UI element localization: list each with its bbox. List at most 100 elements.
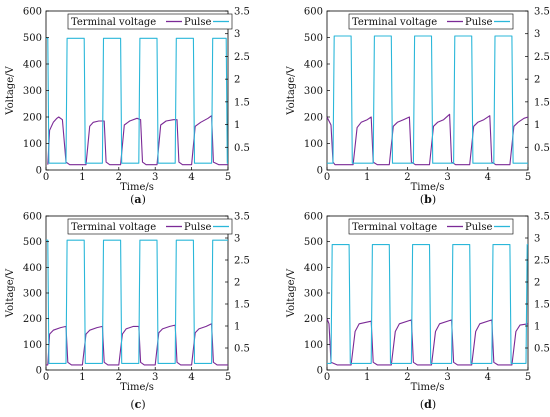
x-axis-label: Time/s bbox=[120, 382, 154, 393]
x-tick-label: 5 bbox=[225, 372, 231, 383]
y2-tick-label: 2.5 bbox=[234, 256, 250, 267]
legend-box bbox=[348, 13, 514, 30]
x-tick-label: 0 bbox=[324, 172, 330, 183]
x-axis-label: Time/s bbox=[120, 182, 154, 193]
pulse-line bbox=[46, 37, 228, 164]
plot-frame bbox=[45, 215, 229, 371]
x-tick-label: 0 bbox=[43, 172, 49, 183]
y-tick-label: 600 bbox=[23, 7, 42, 18]
x-axis-label: Time/s bbox=[411, 182, 445, 193]
y2-tick-label: 0.5 bbox=[234, 143, 250, 154]
panel-caption: (b) bbox=[420, 193, 436, 206]
x-tick-label: 4 bbox=[485, 172, 491, 183]
x-tick-label: 0 bbox=[324, 372, 330, 383]
legend-label-pulse: Pulse bbox=[465, 17, 492, 28]
y-tick-label: 500 bbox=[304, 33, 323, 44]
x-tick-label: 3 bbox=[152, 172, 158, 183]
y2-tick-label: 2.5 bbox=[234, 52, 250, 63]
legend: Terminal voltage Pulse bbox=[67, 13, 233, 30]
y-tick-label: 200 bbox=[23, 314, 42, 325]
y-tick-label: 300 bbox=[23, 86, 42, 97]
legend-label-pulse: Pulse bbox=[465, 222, 492, 233]
y-tick-label: 500 bbox=[23, 33, 42, 44]
y-tick-label: 0 bbox=[36, 166, 42, 177]
y2-tick-label: 2 bbox=[534, 75, 540, 86]
y-tick-label: 0 bbox=[317, 166, 323, 177]
legend-label-terminal: Terminal voltage bbox=[352, 17, 437, 28]
x-tick-label: 4 bbox=[188, 372, 194, 383]
x-axis-label: Time/s bbox=[411, 382, 445, 393]
y-tick-label: 100 bbox=[23, 340, 42, 351]
legend-label-terminal: Terminal voltage bbox=[71, 222, 156, 233]
x-tick-label: 2 bbox=[116, 372, 122, 383]
chart-panel-c: 0 100 200 300 400 500 600 0.5 1 1.5 2 2.5 3 3.5 0 1 2 3 4 5… bbox=[5, 212, 250, 412]
x-tick-label: 3 bbox=[444, 372, 450, 383]
y2-tick-label: 3.5 bbox=[234, 7, 250, 18]
y2-tick-label: 2.5 bbox=[534, 52, 550, 63]
y2-tick-label: 1.5 bbox=[234, 300, 250, 311]
x-tick-label: 3 bbox=[444, 172, 450, 183]
y-tick-label: 400 bbox=[304, 60, 323, 71]
x-tick-label: 3 bbox=[152, 372, 158, 383]
chart-panel-a: 0 100 200 300 400 500 600 0.5 1 1.5 2 2.5 3 3.5 0 1 2 3 4 5… bbox=[5, 7, 250, 207]
plot-frame bbox=[326, 215, 529, 371]
y2-tick-label: 3.5 bbox=[534, 212, 550, 223]
legend: Terminal voltage Pulse bbox=[348, 13, 514, 30]
x-tick-label: 5 bbox=[525, 372, 531, 383]
y-tick-label: 600 bbox=[23, 212, 42, 223]
y2-tick-label: 3 bbox=[234, 234, 240, 245]
y2-tick-label: 1.5 bbox=[234, 97, 250, 108]
x-tick-label: 5 bbox=[225, 172, 231, 183]
y2-tick-label: 2 bbox=[234, 278, 240, 289]
y-tick-label: 200 bbox=[304, 314, 323, 325]
chart-panel-b: 0 100 200 300 400 500 600 0.5 1 1.5 2 2.5 3 3.5 0 1 2 3 4 5… bbox=[286, 7, 550, 207]
x-tick-label: 1 bbox=[364, 372, 370, 383]
plot-frame bbox=[45, 10, 229, 171]
y-tick-label: 0 bbox=[317, 366, 323, 377]
panel-caption: (d) bbox=[420, 398, 436, 411]
y-axis-label: Voltage/V bbox=[286, 268, 297, 318]
y2-tick-label: 1.5 bbox=[534, 97, 550, 108]
y-tick-label: 600 bbox=[304, 212, 323, 223]
legend-label-pulse: Pulse bbox=[184, 222, 211, 233]
y-tick-label: 400 bbox=[23, 263, 42, 274]
y2-tick-label: 2 bbox=[234, 75, 240, 86]
y-tick-label: 300 bbox=[304, 289, 323, 300]
x-tick-label: 2 bbox=[404, 372, 410, 383]
y-tick-label: 500 bbox=[23, 237, 42, 248]
plot-frame bbox=[326, 10, 529, 171]
y-tick-label: 400 bbox=[23, 60, 42, 71]
x-tick-label: 1 bbox=[79, 172, 85, 183]
y2-tick-label: 3 bbox=[234, 29, 240, 40]
x-tick-label: 0 bbox=[43, 372, 49, 383]
y2-tick-label: 3.5 bbox=[234, 212, 250, 223]
x-tick-label: 4 bbox=[188, 172, 194, 183]
x-tick-label: 1 bbox=[79, 372, 85, 383]
y-tick-label: 300 bbox=[304, 86, 323, 97]
pulse-line bbox=[46, 239, 228, 364]
legend: Terminal voltage Pulse bbox=[348, 218, 514, 235]
y-tick-label: 100 bbox=[23, 139, 42, 150]
y2-tick-label: 1 bbox=[234, 322, 240, 333]
x-tick-label: 1 bbox=[364, 172, 370, 183]
x-tick-label: 4 bbox=[485, 372, 491, 383]
y-tick-label: 400 bbox=[304, 263, 323, 274]
panel-caption: (a) bbox=[130, 193, 146, 206]
y-axis-label: Voltage/V bbox=[5, 66, 16, 116]
y2-tick-label: 3 bbox=[534, 29, 540, 40]
panel-caption: (c) bbox=[130, 398, 145, 411]
terminal-voltage-line bbox=[326, 113, 529, 166]
chart-panel-d: 0 100 200 300 400 500 600 0.5 1 1.5 2 2.5 3 3.5 0 1 2 3 4 5… bbox=[286, 212, 550, 412]
terminal-voltage-line bbox=[46, 323, 228, 366]
legend-label-terminal: Terminal voltage bbox=[352, 222, 437, 233]
x-tick-label: 2 bbox=[116, 172, 122, 183]
y2-tick-label: 3 bbox=[534, 234, 540, 245]
y-tick-label: 500 bbox=[304, 237, 323, 248]
y-tick-label: 600 bbox=[304, 7, 323, 18]
x-tick-label: 5 bbox=[525, 172, 531, 183]
y-tick-label: 100 bbox=[304, 139, 323, 150]
legend-label-pulse: Pulse bbox=[184, 17, 211, 28]
y-tick-label: 100 bbox=[304, 340, 323, 351]
y2-tick-label: 2.5 bbox=[534, 256, 550, 267]
terminal-voltage-line bbox=[47, 115, 228, 166]
